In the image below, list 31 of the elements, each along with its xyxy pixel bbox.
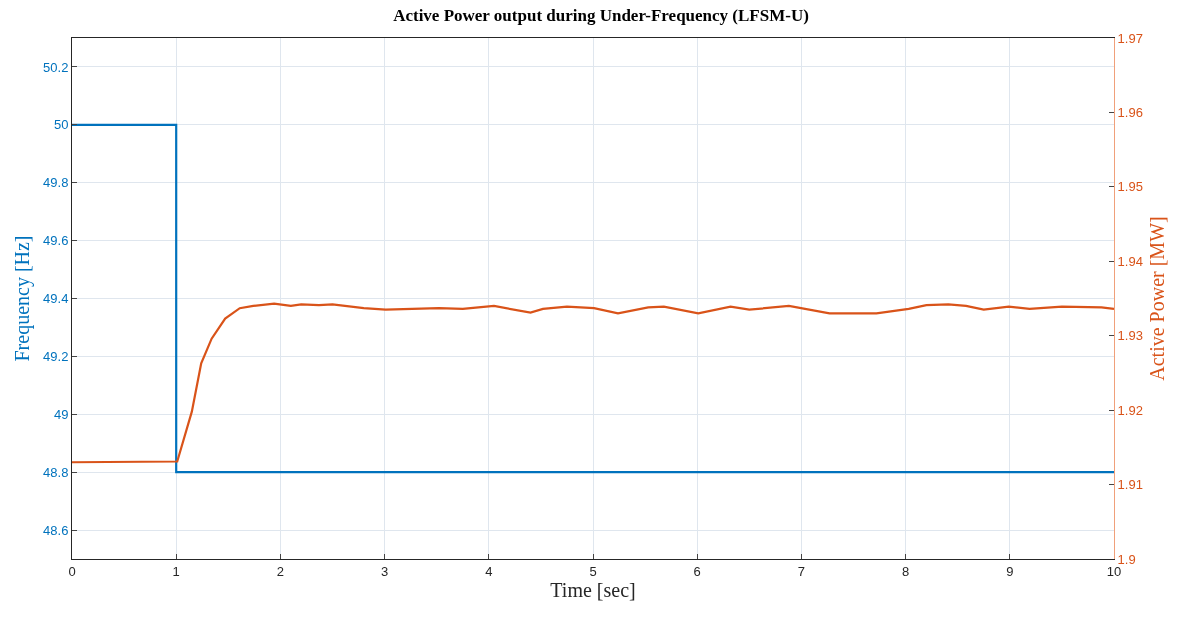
y2-tick-label: 1.97 (1117, 30, 1143, 46)
x-axis-title: Time [sec] (550, 578, 636, 601)
y-tick-label: 48.8 (43, 464, 69, 480)
y-tick-label: 49.4 (43, 291, 69, 307)
x-tick-label: 1 (172, 563, 180, 579)
chart-title: Active Power output during Under-Frequency (LFSM-U) (393, 6, 809, 26)
y-tick-label: 49.8 (43, 175, 69, 191)
x-tick-label: 4 (485, 563, 493, 579)
x-tick-label: 6 (693, 563, 701, 579)
x-tick-label: 3 (380, 563, 389, 579)
y-tick-label: 50 (53, 117, 69, 133)
y2-tick-label: 1.91 (1117, 477, 1143, 493)
y-tick-label: 50.2 (43, 59, 69, 75)
y2-tick-label: 1.93 (1117, 328, 1143, 344)
x-tick-label: 8 (901, 563, 910, 579)
x-tick-label: 0 (68, 563, 76, 579)
y-tick-label: 49.6 (43, 233, 69, 249)
x-tick-label: 5 (589, 563, 597, 579)
y-tick-label: 49.2 (43, 348, 69, 364)
y-axis-title: Frequency [Hz] (10, 235, 34, 362)
y2-axis-title: Active Power [MW] (1146, 216, 1169, 381)
y2-tick-label: 1.92 (1117, 402, 1143, 418)
x-tick-label: 7 (797, 563, 806, 579)
y-tick-label: 48.6 (43, 522, 69, 538)
y-tick-label: 49 (53, 406, 69, 422)
x-tick-label: 9 (1006, 563, 1014, 579)
y2-tick-label: 1.96 (1117, 104, 1143, 120)
x-tick-label: 2 (276, 563, 285, 579)
y2-tick-label: 1.95 (1117, 179, 1143, 195)
line-series (72, 302, 1114, 464)
y2-tick-label: 1.94 (1117, 253, 1143, 269)
